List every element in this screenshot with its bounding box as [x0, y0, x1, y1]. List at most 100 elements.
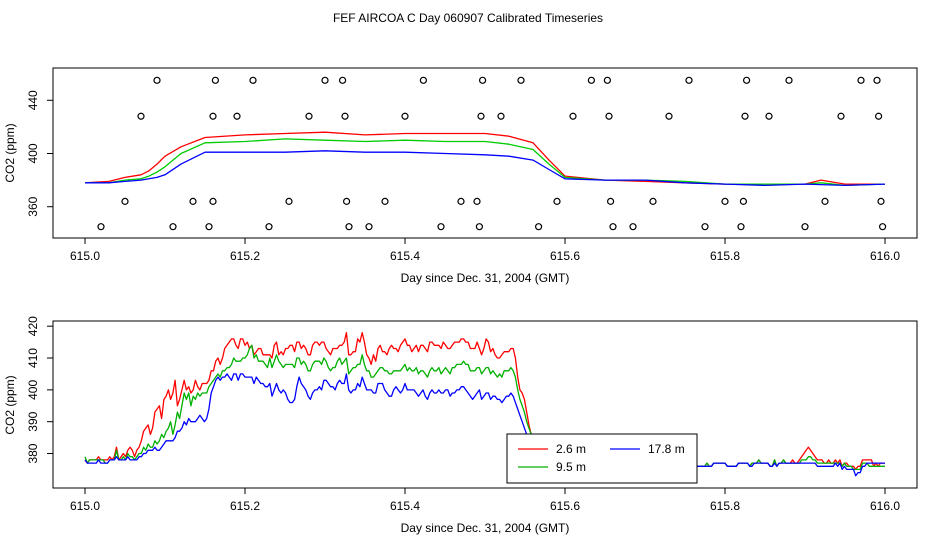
calibration-marker [739, 197, 748, 205]
calibration-marker [473, 197, 481, 205]
x-tick-label: 616.0 [870, 499, 900, 513]
calibration-marker [603, 76, 612, 84]
calibration-marker [209, 112, 217, 120]
x-tick-label: 615.4 [390, 249, 420, 263]
calibration-marker [249, 76, 257, 84]
x-tick-label: 615.2 [230, 499, 260, 513]
x-tick-label: 615.2 [230, 249, 260, 263]
calibration-marker [211, 76, 219, 84]
x-tick-label: 615.6 [550, 499, 580, 513]
legend-box [506, 433, 698, 484]
x-tick-label: 615.0 [70, 249, 100, 263]
calibration-marker [381, 197, 389, 205]
y-tick-label: 400 [26, 143, 40, 163]
calibration-marker [553, 197, 561, 205]
calibration-marker [837, 112, 845, 120]
calibration-marker [137, 112, 145, 120]
legend: 2.6 m 17.8 m 9.5 m [506, 433, 698, 484]
calibration-marker [517, 76, 525, 84]
calibration-marker [341, 112, 349, 120]
x-tick-label: 615.4 [390, 499, 420, 513]
top-series [84, 131, 886, 187]
x-tick-label: 616.0 [870, 249, 900, 263]
calibration-marker [209, 197, 217, 205]
calibration-marker [437, 223, 445, 231]
legend-label-9-5m: 9.5 m [556, 460, 586, 474]
calibration-marker [189, 197, 197, 205]
top-markers [97, 76, 887, 231]
top-ticks: 615.0 615.2 615.4 615.6 615.8 616.0 360 400 440 [26, 90, 900, 263]
calibration-marker [873, 76, 881, 84]
calibration-marker [785, 76, 793, 84]
calibration-marker [343, 197, 351, 205]
calibration-marker [701, 223, 709, 231]
calibration-marker [401, 112, 409, 120]
x-tick-label: 615.8 [710, 499, 740, 513]
bottom-panel: Day since Dec. 31, 2004 (GMT) CO2 (ppm) … [3, 316, 918, 535]
calibration-marker [649, 197, 657, 205]
calibration-marker [285, 197, 293, 205]
calibration-marker [821, 197, 829, 205]
calibration-marker [97, 223, 105, 231]
calibration-marker [685, 76, 693, 84]
legend-label-17-8m: 17.8 m [648, 442, 685, 456]
calibration-marker [721, 197, 729, 205]
calibration-marker [339, 76, 347, 84]
calibration-marker [477, 112, 485, 120]
bottom-ticks: 615.0 615.2 615.4 615.6 615.8 616.0 380 390 400 4… [26, 316, 900, 513]
calibration-marker [479, 76, 487, 84]
calibration-marker [169, 223, 177, 231]
y-tick-label: 390 [26, 411, 40, 431]
bottom-yaxis-label: CO2 (ppm) [3, 375, 17, 434]
top-panel: Day since Dec. 31, 2004 (GMT) CO2 (ppm) … [3, 67, 918, 285]
series-line [85, 138, 886, 187]
top-xaxis-label: Day since Dec. 31, 2004 (GMT) [401, 271, 570, 285]
calibration-marker [419, 76, 427, 84]
calibration-marker [569, 112, 577, 120]
calibration-marker [874, 112, 883, 120]
series-line [85, 150, 886, 187]
calibration-marker [457, 197, 465, 205]
legend-label-2-6m: 2.6 m [556, 442, 586, 456]
bottom-xaxis-label: Day since Dec. 31, 2004 (GMT) [401, 521, 570, 535]
calibration-marker [741, 112, 749, 120]
y-tick-label: 380 [26, 443, 40, 463]
series-line-2-6-m [84, 331, 885, 471]
bottom-plot-frame [52, 320, 918, 489]
x-tick-label: 615.0 [70, 499, 100, 513]
x-tick-label: 615.6 [550, 249, 580, 263]
calibration-marker [345, 223, 353, 231]
series-line-9-5-m [84, 344, 885, 471]
calibration-marker [121, 197, 129, 205]
calibration-marker [153, 76, 161, 84]
series-line [84, 131, 885, 185]
calibration-marker [587, 76, 596, 84]
calibration-marker [877, 197, 885, 205]
y-tick-label: 410 [26, 348, 40, 368]
calibration-marker [737, 223, 745, 231]
series-line-17-8-m [84, 373, 885, 477]
page-title: FEF AIRCOA C Day 060907 Calibrated Times… [333, 11, 603, 25]
y-tick-label: 420 [26, 316, 40, 336]
y-tick-label: 360 [26, 196, 40, 216]
calibration-marker [475, 223, 483, 231]
calibration-marker [265, 223, 273, 231]
calibration-marker [606, 197, 615, 205]
calibration-marker [233, 112, 241, 120]
calibration-marker [742, 76, 751, 84]
y-tick-label: 400 [26, 380, 40, 400]
calibration-marker [534, 223, 543, 231]
calibration-marker [857, 76, 865, 84]
calibration-marker [605, 112, 613, 120]
top-yaxis-label: CO2 (ppm) [3, 123, 17, 182]
calibration-marker [878, 223, 887, 231]
calibration-marker [629, 223, 637, 231]
calibration-marker [205, 223, 213, 231]
calibration-marker [321, 76, 329, 84]
calibration-marker [365, 223, 373, 231]
calibration-marker [497, 112, 505, 120]
calibration-marker [305, 112, 313, 120]
bottom-series [84, 331, 885, 477]
y-tick-label: 440 [26, 90, 40, 110]
